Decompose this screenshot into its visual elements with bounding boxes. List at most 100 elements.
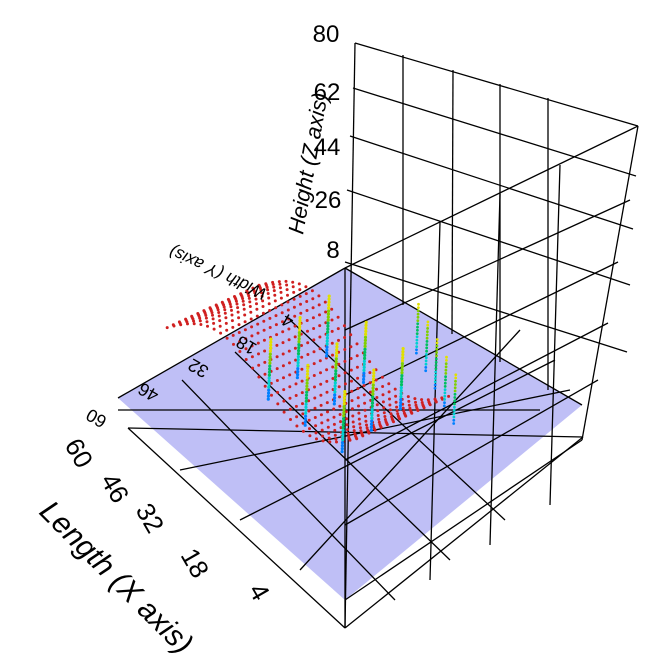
data-point bbox=[425, 343, 429, 347]
data-point bbox=[223, 311, 227, 315]
data-point bbox=[237, 331, 241, 334]
data-point bbox=[249, 317, 253, 321]
data-point bbox=[352, 429, 356, 433]
data-point bbox=[269, 337, 273, 341]
data-point bbox=[444, 375, 447, 379]
data-point bbox=[296, 373, 300, 377]
data-point bbox=[443, 381, 447, 385]
data-point bbox=[428, 403, 432, 407]
data-point bbox=[406, 395, 410, 399]
data-point bbox=[349, 357, 353, 360]
data-point bbox=[370, 401, 375, 405]
data-point bbox=[267, 376, 271, 380]
data-point bbox=[269, 346, 273, 350]
data-point bbox=[341, 423, 345, 427]
data-point bbox=[244, 337, 248, 341]
data-point bbox=[333, 378, 337, 382]
data-point bbox=[361, 380, 366, 384]
z-tick-label: 8 bbox=[326, 237, 339, 264]
data-point bbox=[425, 346, 429, 350]
data-point bbox=[287, 338, 291, 342]
data-point bbox=[443, 388, 447, 392]
data-point bbox=[445, 359, 448, 362]
data-point bbox=[217, 311, 221, 314]
data-point bbox=[234, 299, 238, 303]
data-point bbox=[267, 382, 271, 386]
data-point bbox=[333, 396, 337, 400]
data-point bbox=[303, 417, 308, 421]
data-point bbox=[325, 348, 329, 352]
data-point bbox=[375, 387, 378, 391]
data-point bbox=[375, 396, 379, 399]
data-point bbox=[281, 341, 285, 345]
data-point bbox=[355, 365, 359, 369]
data-point bbox=[424, 359, 428, 363]
data-point bbox=[333, 390, 337, 394]
data-point bbox=[288, 396, 292, 400]
data-point bbox=[179, 323, 183, 327]
data-point bbox=[325, 368, 329, 372]
data-point bbox=[265, 285, 269, 289]
data-point bbox=[416, 328, 419, 332]
data-point bbox=[376, 409, 380, 413]
data-point bbox=[350, 399, 354, 403]
data-point bbox=[304, 396, 308, 400]
data-point bbox=[355, 437, 359, 441]
data-point bbox=[416, 312, 420, 316]
data-point bbox=[334, 363, 338, 367]
data-point bbox=[435, 338, 439, 341]
data-point bbox=[263, 360, 267, 364]
data-point bbox=[454, 373, 458, 377]
data-point bbox=[259, 288, 263, 292]
data-point bbox=[276, 402, 280, 406]
data-point bbox=[325, 333, 330, 337]
data-point bbox=[219, 331, 223, 335]
data-point bbox=[364, 329, 368, 333]
data-point bbox=[305, 372, 310, 376]
data-point bbox=[297, 282, 301, 286]
data-point bbox=[254, 297, 258, 301]
data-point bbox=[204, 313, 208, 317]
data-point bbox=[250, 355, 254, 359]
data-point bbox=[363, 347, 367, 351]
data-point bbox=[444, 368, 448, 372]
data-point bbox=[349, 333, 353, 337]
data-point bbox=[260, 294, 264, 298]
data-point bbox=[165, 326, 169, 330]
data-point bbox=[415, 341, 419, 345]
data-point bbox=[368, 381, 372, 385]
data-point bbox=[443, 394, 447, 398]
data-point bbox=[358, 426, 362, 430]
data-point bbox=[362, 368, 366, 372]
data-point bbox=[331, 365, 335, 369]
data-point bbox=[271, 282, 275, 286]
data-point bbox=[306, 341, 310, 345]
data-point bbox=[452, 409, 456, 412]
data-point bbox=[362, 393, 366, 397]
data-point bbox=[297, 334, 301, 338]
data-point bbox=[350, 389, 354, 393]
data-point bbox=[275, 333, 279, 337]
data-point bbox=[298, 325, 302, 329]
data-point bbox=[301, 402, 304, 406]
data-point bbox=[370, 407, 374, 411]
data-point bbox=[415, 348, 418, 352]
data-point bbox=[364, 332, 368, 336]
data-point bbox=[230, 319, 234, 323]
data-point bbox=[371, 386, 375, 390]
data-point bbox=[333, 393, 337, 397]
data-point bbox=[363, 338, 367, 342]
data-point bbox=[308, 434, 312, 438]
data-point bbox=[340, 444, 344, 448]
data-point bbox=[311, 306, 315, 310]
data-point bbox=[305, 384, 309, 388]
data-point bbox=[453, 392, 457, 396]
data-point bbox=[262, 328, 266, 332]
data-point bbox=[305, 390, 309, 394]
x-tick-label: 18 bbox=[175, 543, 215, 583]
data-point bbox=[304, 292, 308, 296]
data-point bbox=[325, 342, 329, 346]
data-point bbox=[312, 362, 316, 366]
data-point bbox=[434, 364, 438, 367]
data-point bbox=[198, 319, 202, 323]
